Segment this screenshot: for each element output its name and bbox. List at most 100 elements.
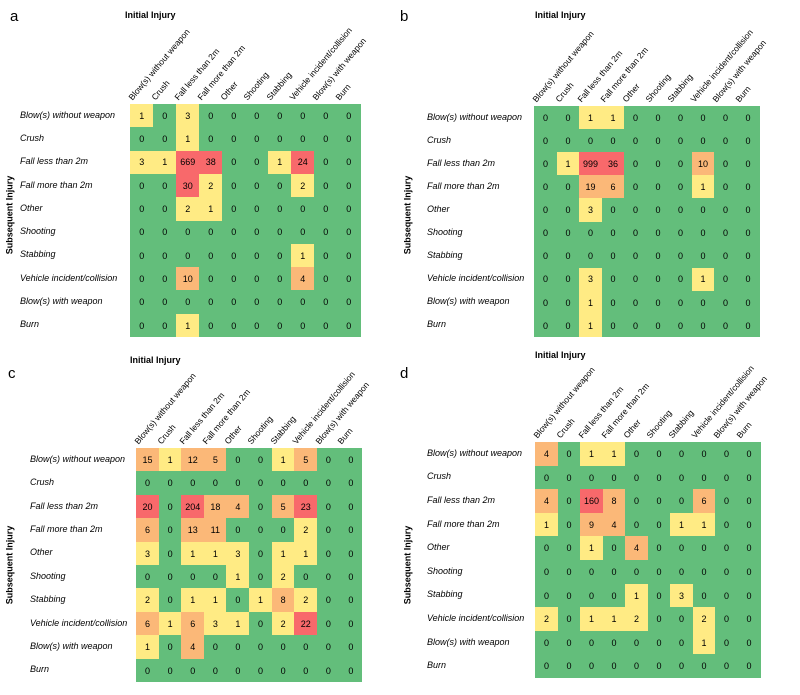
heatmap-cell: 0 xyxy=(268,314,292,338)
heatmap-cell: 2 xyxy=(294,588,317,612)
heatmap-cell: 0 xyxy=(245,197,269,221)
row-label: Fall less than 2m xyxy=(20,156,88,166)
heatmap-cell: 0 xyxy=(624,175,647,199)
heatmap-cell: 10 xyxy=(176,267,200,291)
heatmap-cell: 1 xyxy=(693,631,716,655)
heatmap-cell: 0 xyxy=(245,267,269,291)
heatmap-cell: 0 xyxy=(738,631,761,655)
heatmap-cell: 0 xyxy=(337,221,361,245)
heatmap-cell: 0 xyxy=(534,129,557,153)
heatmap-cell: 0 xyxy=(291,290,315,314)
heatmap-cell: 1 xyxy=(159,612,182,636)
heatmap-cell: 30 xyxy=(176,174,200,198)
heatmap-cell: 0 xyxy=(714,245,737,269)
heatmap-cell: 0 xyxy=(624,198,647,222)
heatmap-cell: 0 xyxy=(337,290,361,314)
heatmap-cell: 0 xyxy=(647,175,670,199)
heatmap-cell: 0 xyxy=(339,518,362,542)
heatmap-cell: 0 xyxy=(648,466,671,490)
heatmap-cell: 0 xyxy=(159,565,182,589)
heatmap-cell: 0 xyxy=(714,198,737,222)
heatmap-cell: 1 xyxy=(579,291,602,315)
heatmap-cell: 0 xyxy=(199,221,223,245)
row-label: Other xyxy=(427,204,450,214)
heatmap-cell: 0 xyxy=(153,267,177,291)
heatmap-cell: 0 xyxy=(670,607,693,631)
heatmap-cell: 0 xyxy=(314,174,338,198)
row-label: Fall more than 2m xyxy=(20,180,93,190)
heatmap-cell: 0 xyxy=(534,314,557,338)
heatmap-cell: 0 xyxy=(222,127,246,151)
heatmap-cell: 0 xyxy=(291,314,315,338)
heatmap-cell: 1 xyxy=(670,513,693,537)
heatmap-cell: 0 xyxy=(670,631,693,655)
heatmap-cell: 0 xyxy=(558,631,581,655)
column-label: Burn xyxy=(734,420,753,440)
heatmap-cell: 0 xyxy=(245,244,269,268)
heatmap-cell: 0 xyxy=(268,221,292,245)
heatmap-cell: 0 xyxy=(317,471,340,495)
heatmap-cell: 0 xyxy=(669,245,692,269)
heatmap-cell: 1 xyxy=(580,536,603,560)
heatmap-cell: 0 xyxy=(557,198,580,222)
row-label: Burn xyxy=(427,319,446,329)
heatmap-cell: 5 xyxy=(204,448,227,472)
heatmap-cell: 0 xyxy=(693,442,716,466)
heatmap-cell: 0 xyxy=(624,314,647,338)
heatmap-cell: 11 xyxy=(204,518,227,542)
row-label: Other xyxy=(20,203,43,213)
heatmap-cell: 4 xyxy=(181,635,204,659)
heatmap-cell: 0 xyxy=(670,489,693,513)
heatmap-cell: 0 xyxy=(337,151,361,175)
heatmap-cell: 0 xyxy=(314,221,338,245)
row-label: Stabbing xyxy=(30,594,66,604)
heatmap-cell: 0 xyxy=(580,631,603,655)
heatmap-cell: 0 xyxy=(272,518,295,542)
heatmap-cell: 6 xyxy=(136,612,159,636)
row-label: Shooting xyxy=(427,227,463,237)
column-label: Burn xyxy=(336,426,355,446)
heatmap-cell: 0 xyxy=(535,631,558,655)
heatmap-cell: 20 xyxy=(136,495,159,519)
heatmap-cell: 2 xyxy=(272,565,295,589)
heatmap-cell: 0 xyxy=(159,659,182,683)
heatmap-cell: 1 xyxy=(272,448,295,472)
heatmap-cell: 8 xyxy=(603,489,626,513)
heatmap-cell: 0 xyxy=(693,536,716,560)
heatmap-cell: 0 xyxy=(714,152,737,176)
heatmap-cell: 0 xyxy=(130,244,154,268)
heatmap-cell: 0 xyxy=(603,466,626,490)
heatmap-cell: 0 xyxy=(317,565,340,589)
heatmap-cell: 0 xyxy=(737,129,760,153)
heatmap-cell: 0 xyxy=(245,314,269,338)
heatmap-cell: 6 xyxy=(693,489,716,513)
heatmap-cell: 1 xyxy=(159,448,182,472)
heatmap-cell: 0 xyxy=(130,267,154,291)
heatmap-cell: 3 xyxy=(579,198,602,222)
heatmap-cell: 0 xyxy=(291,221,315,245)
row-label: Vehicle incident/collision xyxy=(427,613,524,623)
heatmap-cell: 0 xyxy=(647,291,670,315)
heatmap-cell: 1 xyxy=(181,542,204,566)
heatmap-cell: 1 xyxy=(226,565,249,589)
row-label: Stabbing xyxy=(20,249,56,259)
panel-letter: d xyxy=(400,365,408,382)
heatmap-cell: 0 xyxy=(557,268,580,292)
heatmap-cell: 0 xyxy=(558,536,581,560)
heatmap-cell: 0 xyxy=(557,245,580,269)
row-label: Crush xyxy=(427,471,451,481)
heatmap-cell: 0 xyxy=(337,197,361,221)
heatmap-cell: 0 xyxy=(317,612,340,636)
heatmap-cell: 0 xyxy=(249,635,272,659)
heatmap-cell: 0 xyxy=(624,245,647,269)
heatmap-cell: 0 xyxy=(317,518,340,542)
column-label: Crush xyxy=(554,416,576,440)
heatmap-cell: 0 xyxy=(199,267,223,291)
heatmap-cell: 0 xyxy=(534,245,557,269)
column-label: Burn xyxy=(733,84,752,104)
heatmap-cell: 0 xyxy=(648,560,671,584)
heatmap-cell: 0 xyxy=(738,607,761,631)
column-label: Crush xyxy=(553,80,575,104)
heatmap-cell: 0 xyxy=(647,106,670,130)
heatmap-cell: 0 xyxy=(715,466,738,490)
